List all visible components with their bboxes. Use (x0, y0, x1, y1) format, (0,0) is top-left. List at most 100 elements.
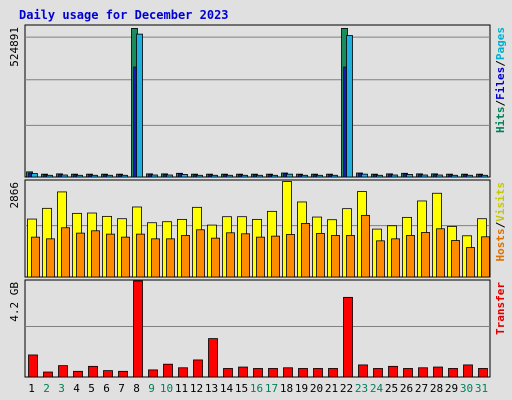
transfer-bar (253, 368, 263, 378)
transfer-bar (418, 367, 428, 378)
plot-frame (24, 24, 491, 178)
pages-bar (61, 174, 68, 178)
hosts-bar (361, 214, 370, 278)
day-label: 2 (43, 382, 50, 395)
pages-bar (421, 174, 428, 178)
hosts-bar (301, 223, 310, 278)
hosts-bar (61, 227, 70, 278)
day-label: 31 (475, 382, 488, 395)
transfer-bar (298, 368, 308, 378)
pages-bar (301, 174, 308, 178)
side-label-part: Visits (494, 182, 507, 222)
transfer-bar (373, 368, 383, 378)
side-label-part: Hits (494, 107, 507, 134)
hosts-bar (346, 235, 355, 278)
hosts-bar (481, 236, 490, 278)
hosts-bar (271, 235, 280, 278)
hosts-bar (226, 232, 235, 278)
transfer-bar (238, 366, 248, 378)
hosts-bar (331, 235, 340, 278)
day-label: 1 (28, 382, 35, 395)
day-label: 12 (190, 382, 203, 395)
hosts-bar (151, 238, 160, 278)
y-max-label: 2866 (8, 182, 21, 209)
transfer-bar (148, 369, 158, 378)
day-label: 23 (355, 382, 368, 395)
hosts-bar (256, 236, 265, 278)
pages-bar (211, 174, 218, 178)
pages-bar (391, 174, 398, 178)
side-label-part: Transfer (494, 282, 507, 335)
hosts-bar (451, 240, 460, 278)
hosts-bar (316, 233, 325, 278)
pages-bar (451, 174, 458, 178)
hosts-bar (136, 233, 145, 278)
day-label: 22 (340, 382, 353, 395)
pages-bar (286, 173, 293, 178)
day-label: 19 (295, 382, 308, 395)
pages-bar (106, 174, 113, 178)
day-label: 29 (445, 382, 458, 395)
hosts-bar (181, 235, 190, 278)
side-label: Hits/Files/Pages (494, 27, 507, 133)
side-label-part: / (494, 221, 507, 228)
pages-bar (76, 174, 83, 178)
transfer-bar (388, 365, 398, 378)
hosts-bar (286, 234, 295, 278)
day-label: 30 (460, 382, 473, 395)
hosts-bar (121, 236, 130, 278)
pages-bar (331, 174, 338, 178)
side-label-part: / (494, 60, 507, 67)
hosts-bar (436, 228, 445, 278)
pages-bar (241, 174, 248, 178)
day-label: 10 (160, 382, 173, 395)
y-max-label: 524891 (8, 27, 21, 67)
pages-bar (166, 174, 173, 178)
hosts-bar (376, 240, 385, 278)
transfer-bar (208, 338, 218, 378)
transfer-bar (433, 366, 443, 378)
transfer-bar (28, 354, 38, 378)
transfer-bar (73, 370, 83, 378)
pages-bar (481, 174, 488, 178)
pages-bar (406, 174, 413, 178)
transfer-bar (223, 368, 233, 378)
hosts-visits-panel: 2866 Hosts/Visits (8, 179, 507, 278)
transfer-bar (43, 371, 53, 378)
plot-frame (24, 279, 491, 378)
pages-bar (316, 174, 323, 178)
day-label: 14 (220, 382, 234, 395)
hosts-bar (106, 233, 115, 278)
pages-bar (151, 174, 158, 178)
day-label: 18 (280, 382, 293, 395)
day-label: 4 (73, 382, 80, 395)
transfer-bar (478, 368, 488, 378)
pages-bar (346, 35, 353, 178)
pages-bar (466, 174, 473, 178)
hosts-bar (91, 230, 100, 278)
side-label-part: Files (494, 67, 507, 100)
day-label: 8 (133, 382, 140, 395)
pages-bar (226, 174, 233, 178)
side-label-part: Pages (494, 27, 507, 60)
transfer-bar (163, 363, 173, 378)
pages-bar (136, 33, 143, 178)
hosts-bar (406, 235, 415, 278)
hosts-bar (76, 232, 85, 278)
hosts-bar (421, 232, 430, 278)
hosts-bar (211, 237, 220, 278)
day-label: 11 (175, 382, 188, 395)
day-label: 13 (205, 382, 218, 395)
pages-bar (121, 174, 128, 178)
pages-bar (361, 173, 368, 178)
pages-bar (271, 174, 278, 178)
transfer-bar (133, 280, 143, 378)
transfer-bar (103, 370, 113, 378)
day-label: 17 (265, 382, 278, 395)
pages-bar (436, 174, 443, 178)
hosts-bar (391, 238, 400, 278)
pages-bar (91, 174, 98, 178)
day-labels: 1 2 3 4 5 6 7 8 9 10 11 12 13 14 15 16 17 18 19 20 21 22 23 24 2… (28, 382, 488, 395)
